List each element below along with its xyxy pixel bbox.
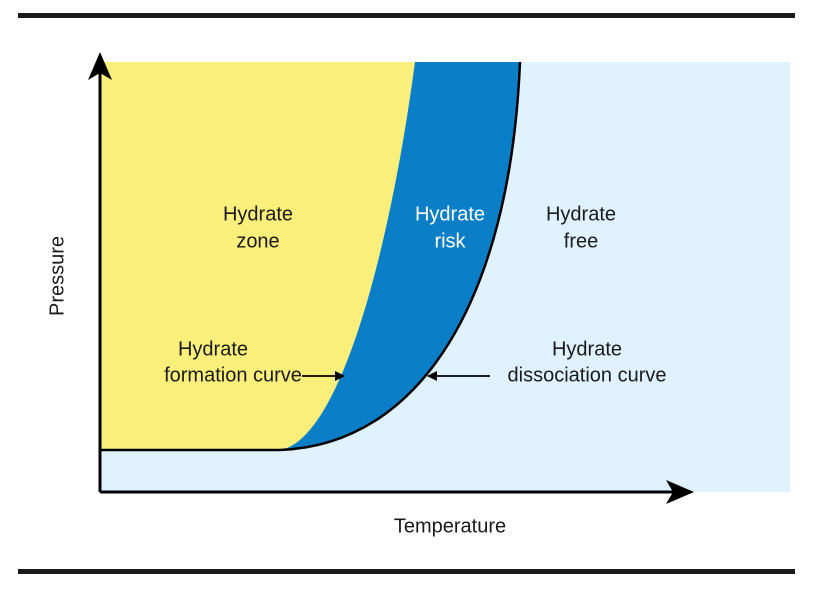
bottom-rule: [18, 569, 795, 574]
x-arrowhead: [666, 480, 694, 504]
y-arrowhead: [88, 52, 112, 80]
region-label: free: [564, 230, 598, 252]
top-rule: [18, 13, 795, 18]
x-axis-label: Temperature: [394, 515, 506, 537]
annotation: dissociation curve: [508, 364, 667, 386]
region-label: risk: [434, 230, 466, 252]
annotation: Hydrate: [552, 338, 622, 360]
hydrate-risk-area: [280, 62, 520, 450]
annotation: formation curve: [164, 364, 302, 386]
region-label: Hydrate: [415, 203, 485, 225]
dissociation-curve: [100, 61, 522, 452]
region-label: zone: [236, 230, 279, 252]
hydrate-zone-area: [100, 62, 415, 450]
region-label: Hydrate: [546, 203, 616, 225]
annotation: Hydrate: [178, 338, 248, 360]
region-label: Hydrate: [223, 203, 293, 225]
y-axis-label: Pressure: [46, 236, 68, 316]
